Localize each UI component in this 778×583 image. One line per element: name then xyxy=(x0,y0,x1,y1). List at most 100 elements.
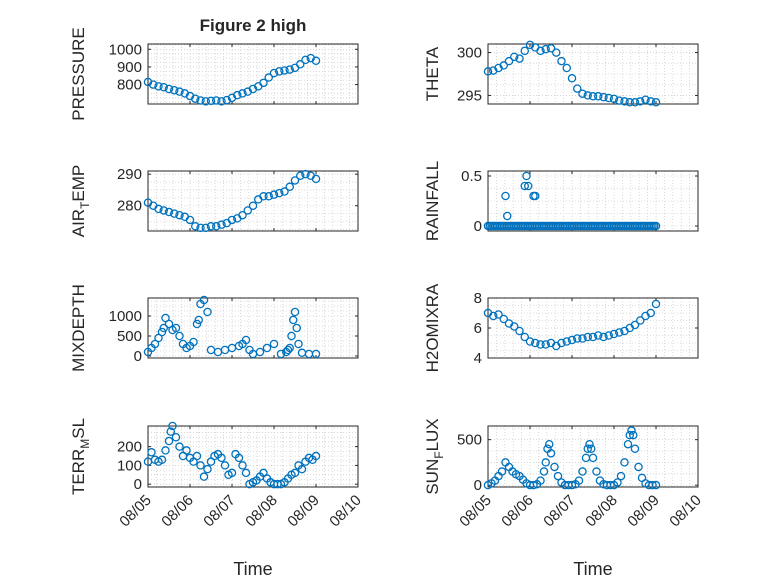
data-point xyxy=(541,458,551,467)
data-point xyxy=(615,328,624,337)
data-point xyxy=(550,462,559,472)
data-point xyxy=(567,335,577,345)
data-point xyxy=(630,98,640,107)
data-point xyxy=(203,307,212,317)
data-point xyxy=(651,480,661,490)
data-point xyxy=(189,337,198,347)
data-point xyxy=(641,95,650,104)
data-point xyxy=(295,171,305,180)
series-markers xyxy=(483,171,661,231)
y-tick-label: 0 xyxy=(134,348,142,365)
series-markers xyxy=(143,53,321,106)
data-point xyxy=(592,467,601,476)
subplot-theta: 295 300 THETA xyxy=(423,40,699,107)
data-point xyxy=(287,331,296,341)
data-point xyxy=(609,94,619,104)
data-point xyxy=(609,329,619,339)
data-point xyxy=(539,467,549,476)
data-point xyxy=(615,96,624,105)
data-point xyxy=(269,68,279,78)
data-point xyxy=(164,436,174,446)
data-point xyxy=(552,48,561,57)
data-point xyxy=(488,311,498,321)
data-point xyxy=(531,338,540,348)
data-point xyxy=(311,174,321,184)
y-tick-label: 100 xyxy=(117,457,142,474)
y-tick-label: 1000 xyxy=(109,41,142,58)
data-point xyxy=(196,461,205,470)
data-point xyxy=(594,331,603,340)
data-point xyxy=(154,82,163,91)
data-point xyxy=(157,455,167,465)
data-point xyxy=(588,332,598,342)
data-point xyxy=(646,308,656,318)
data-point xyxy=(515,54,524,63)
data-point xyxy=(274,67,284,76)
data-point xyxy=(227,468,237,478)
data-point xyxy=(520,46,530,56)
data-point xyxy=(583,91,593,100)
data-point xyxy=(588,453,598,463)
data-point xyxy=(629,430,638,440)
data-point xyxy=(594,92,603,101)
data-point xyxy=(311,349,321,359)
data-point xyxy=(175,331,184,341)
series-markers xyxy=(483,40,661,107)
data-point xyxy=(199,295,209,305)
data-point xyxy=(161,446,170,455)
data-point xyxy=(164,207,174,217)
data-point xyxy=(169,85,179,95)
data-point xyxy=(494,310,503,319)
data-point xyxy=(625,98,635,107)
data-point xyxy=(587,444,596,454)
data-point xyxy=(168,421,177,431)
data-point xyxy=(194,315,203,325)
data-point xyxy=(311,56,321,66)
data-point xyxy=(499,314,508,324)
data-point xyxy=(494,63,503,73)
data-point xyxy=(264,192,273,201)
data-point xyxy=(285,343,294,353)
data-point xyxy=(185,215,195,225)
data-point xyxy=(646,97,656,106)
data-point xyxy=(573,334,582,343)
y-tick-label: 0 xyxy=(474,218,482,235)
y-tick-label: 290 xyxy=(117,166,142,183)
data-point xyxy=(599,332,608,342)
data-point xyxy=(274,188,284,198)
data-point xyxy=(515,326,524,336)
data-point xyxy=(501,191,510,201)
data-point xyxy=(525,337,535,346)
data-point xyxy=(634,462,643,472)
data-point xyxy=(248,201,258,210)
data-point xyxy=(297,464,307,474)
y-tick-label: 4 xyxy=(474,350,482,367)
data-point xyxy=(171,323,181,333)
data-point xyxy=(290,468,300,478)
data-point xyxy=(583,332,593,342)
data-point xyxy=(620,458,629,467)
data-point xyxy=(557,338,566,348)
data-point xyxy=(206,222,216,231)
data-point xyxy=(280,66,289,75)
y-tick-label: 300 xyxy=(457,45,482,62)
data-point xyxy=(627,426,636,435)
series-markers xyxy=(483,426,661,490)
y-tick-label: 280 xyxy=(117,198,142,215)
data-point xyxy=(529,480,538,490)
data-point xyxy=(536,340,545,349)
axes-box xyxy=(147,43,359,105)
data-point xyxy=(623,439,633,449)
data-point xyxy=(604,93,614,103)
data-point xyxy=(557,56,566,66)
data-point xyxy=(546,44,556,53)
y-axis-label: AIRTEMP xyxy=(69,165,92,238)
data-point xyxy=(295,60,305,69)
data-point xyxy=(147,448,156,457)
data-point xyxy=(520,332,530,342)
y-tick-label: 200 xyxy=(117,439,142,456)
data-point xyxy=(269,339,279,349)
data-point xyxy=(497,467,507,476)
data-point xyxy=(192,451,202,461)
